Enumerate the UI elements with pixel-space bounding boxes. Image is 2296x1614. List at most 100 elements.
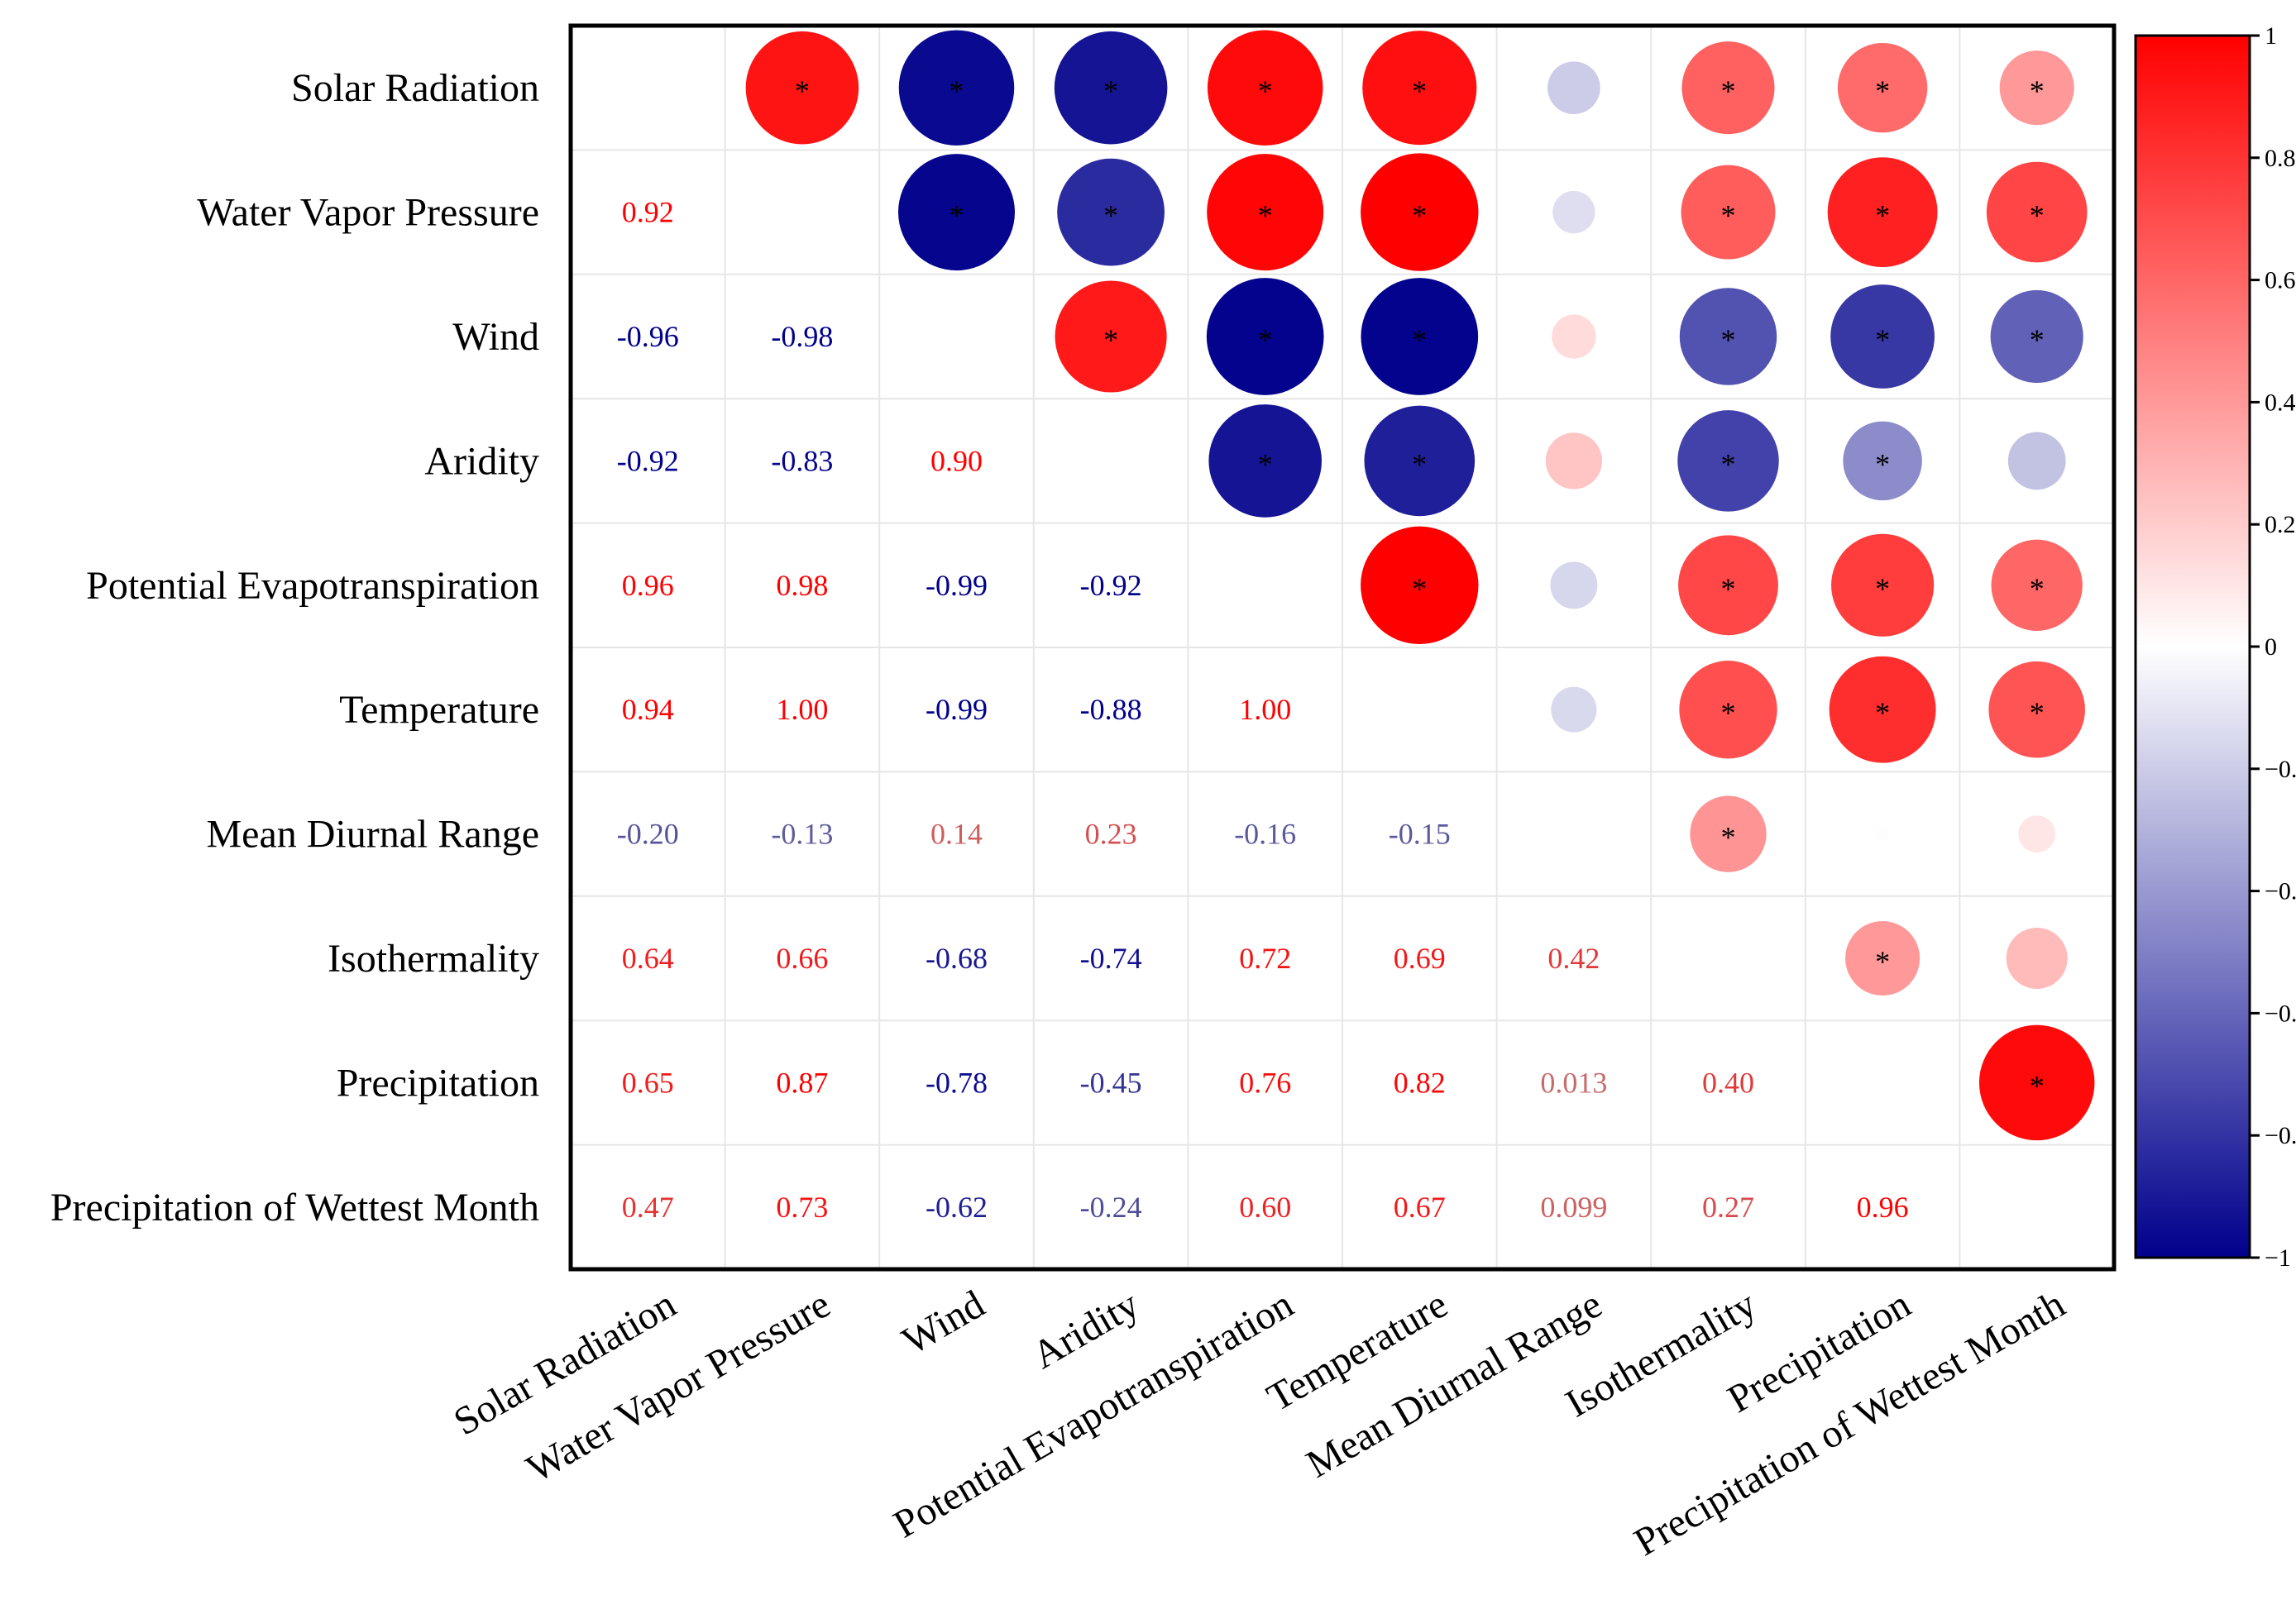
- correlation-value: 0.72: [1239, 942, 1291, 975]
- significance-marker: *: [1721, 74, 1736, 107]
- correlation-value: -0.62: [926, 1191, 988, 1224]
- correlation-value: 0.76: [1239, 1066, 1291, 1099]
- correlation-circle: [1681, 41, 1775, 135]
- row-label: Wind: [452, 315, 539, 359]
- significance-marker: *: [1721, 821, 1736, 854]
- correlation-value: 0.013: [1540, 1066, 1607, 1099]
- colorbar-tick-label: 1: [2265, 22, 2277, 50]
- correlation-circle: [1362, 31, 1477, 146]
- correlation-value: 0.94: [622, 693, 674, 726]
- correlation-value: 0.96: [1857, 1191, 1909, 1224]
- correlation-value: 0.90: [930, 444, 983, 477]
- correlation-circle: [1875, 827, 1890, 841]
- correlation-circle: [1552, 190, 1595, 234]
- correlation-circle: [1829, 656, 1936, 763]
- correlation-value: -0.88: [1080, 693, 1142, 726]
- correlation-circle: [1361, 153, 1479, 271]
- row-label: Aridity: [424, 439, 539, 483]
- correlation-circle: [1991, 539, 2083, 631]
- correlation-value: 0.64: [622, 942, 674, 975]
- significance-marker: *: [1258, 323, 1273, 356]
- correlation-circle: [1990, 289, 2083, 384]
- correlation-circle: [1679, 661, 1777, 759]
- significance-marker: *: [1721, 696, 1736, 729]
- correlation-circle: [1988, 661, 2085, 758]
- colorbar-tick-label: 0.4: [2265, 389, 2296, 416]
- correlation-value: 0.60: [1239, 1191, 1291, 1224]
- correlation-value: 0.14: [930, 818, 983, 851]
- correlation-value: -0.83: [771, 444, 833, 477]
- correlation-value: 0.92: [622, 196, 674, 229]
- colorbar-ticks: 1 0.8 0.6 0.4 0.2 0 −0.2 −0.4 −0.6 −0.8 −1: [2250, 22, 2296, 1272]
- correlation-value: 0.87: [776, 1066, 828, 1099]
- correlation-circle: [1831, 533, 1935, 637]
- row-labels: Solar Radiation Water Vapor Pressure Wind A…: [50, 66, 539, 1230]
- correlation-value: 0.96: [622, 569, 674, 602]
- row-label: Temperature: [339, 688, 539, 732]
- row-label: Isothermality: [328, 937, 539, 981]
- colorbar-tick-label: 0.6: [2265, 267, 2296, 294]
- correlation-value: -0.20: [617, 818, 679, 851]
- correlation-circle: [1550, 561, 1598, 609]
- correlation-value: -0.99: [926, 693, 988, 726]
- row-label: Precipitation of Wettest Month: [50, 1186, 539, 1230]
- correlation-circle: [1057, 158, 1165, 266]
- correlation-circle: [898, 154, 1015, 271]
- correlation-circle: [1677, 410, 1779, 512]
- correlation-value: -0.78: [926, 1066, 988, 1099]
- correlation-value: -0.92: [617, 444, 679, 477]
- significance-marker: *: [1721, 199, 1736, 232]
- colorbar-tick-label: −0.2: [2265, 756, 2296, 783]
- correlation-value: -0.15: [1389, 818, 1451, 851]
- correlation-circle: [745, 31, 859, 145]
- significance-marker: *: [2030, 199, 2045, 232]
- correlation-value: -0.74: [1080, 942, 1142, 975]
- significance-marker: *: [2030, 323, 2045, 356]
- correlation-circle: [1681, 165, 1776, 260]
- correlation-value: -0.45: [1080, 1066, 1142, 1099]
- colorbar: [2134, 34, 2251, 1259]
- colorbar-tick-label: −0.4: [2265, 878, 2296, 905]
- significance-marker: *: [1875, 323, 1890, 356]
- colorbar-tick-label: −1: [2265, 1244, 2291, 1272]
- correlation-circle: [2006, 928, 2068, 989]
- colorbar-tick-label: −0.8: [2265, 1122, 2296, 1149]
- significance-marker: *: [1721, 323, 1736, 356]
- correlation-circle: [1547, 61, 1600, 115]
- correlation-circle: [2007, 432, 2066, 490]
- significance-marker: *: [1103, 74, 1118, 107]
- correlation-value: -0.92: [1080, 569, 1142, 602]
- grid-lines: [571, 26, 2114, 1269]
- correlation-value: -0.13: [771, 818, 833, 851]
- correlation-value: 1.00: [776, 693, 828, 726]
- significance-marker: *: [1721, 447, 1736, 480]
- row-label: Potential Evapotranspiration: [86, 564, 539, 608]
- significance-marker: *: [949, 199, 964, 232]
- correlation-circle: [1837, 42, 1928, 133]
- correlation-value: 0.23: [1085, 818, 1137, 851]
- significance-marker: *: [1103, 199, 1118, 232]
- significance-marker: *: [2030, 696, 2045, 729]
- correlation-value: 0.42: [1547, 942, 1600, 975]
- significance-marker: *: [1412, 323, 1427, 356]
- row-label: Precipitation: [337, 1061, 539, 1105]
- significance-marker: *: [1258, 199, 1273, 232]
- correlation-circle: [1055, 280, 1167, 393]
- row-label: Solar Radiation: [291, 66, 539, 110]
- colorbar-tick-label: 0: [2265, 633, 2277, 661]
- significance-marker: *: [1875, 447, 1890, 480]
- colorbar-tick-label: −0.6: [2265, 1000, 2296, 1027]
- correlation-circle: [2018, 815, 2056, 853]
- significance-marker: *: [1412, 199, 1427, 232]
- correlation-value: 0.65: [622, 1066, 674, 1099]
- correlation-value: -0.98: [771, 320, 833, 353]
- correlation-circle: [1054, 31, 1168, 145]
- significance-marker: *: [1258, 74, 1273, 107]
- correlation-circle: [1679, 288, 1777, 385]
- correlation-circle: [1827, 157, 1938, 268]
- correlation-circle: [1206, 278, 1324, 395]
- significance-marker: *: [1412, 447, 1427, 480]
- significance-marker: *: [1875, 199, 1890, 232]
- correlation-circle: [1551, 686, 1597, 733]
